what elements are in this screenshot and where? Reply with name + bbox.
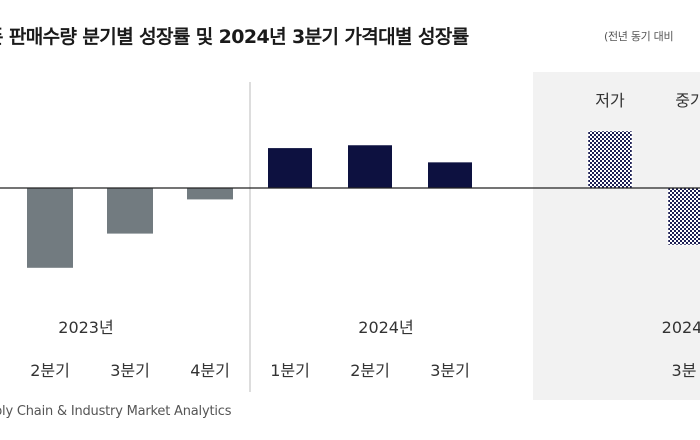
bar-gprice-1 bbox=[667, 187, 700, 246]
chart-title-row: 폰 판매수량 분기별 성장률 및 2024년 3분기 가격대별 성장률 (전년 … bbox=[0, 22, 700, 52]
category-label-g2024-0: 1분기 bbox=[270, 361, 310, 380]
category-label-g2023-1: 3분기 bbox=[110, 361, 150, 380]
group-label-g2024: 2024년 bbox=[358, 318, 413, 337]
bar-g2023-0 bbox=[27, 188, 73, 268]
category-label-g2023-2: 4분기 bbox=[190, 361, 230, 380]
category-label-g2024-1: 2분기 bbox=[350, 361, 390, 380]
bar-g2024-1 bbox=[348, 145, 392, 188]
bar-g2024-0 bbox=[268, 148, 312, 188]
source-note: ply Chain & Industry Market Analytics bbox=[0, 404, 232, 419]
category-label-g2023-0: 2분기 bbox=[30, 361, 70, 380]
group-label-g2023: 2023년 bbox=[58, 318, 113, 337]
labels-layer: 2분기 3분기 4분기 2023년 1분기 2분기 3분기 2024년 저가 중가 2024 3분 bbox=[30, 91, 700, 380]
quarter-label-gprice: 3분 bbox=[672, 361, 697, 380]
chart-title: 폰 판매수량 분기별 성장률 및 2024년 3분기 가격대별 성장률 bbox=[0, 26, 469, 48]
bars-layer bbox=[27, 130, 700, 268]
chart-subtitle: (전년 동기 대비 bbox=[604, 30, 674, 43]
bar-g2023-1 bbox=[107, 188, 153, 234]
category-label-g2024-2: 3분기 bbox=[430, 361, 470, 380]
price-segment-label-0: 저가 bbox=[595, 91, 625, 110]
bar-gprice-0 bbox=[587, 130, 633, 189]
bar-g2024-2 bbox=[428, 162, 472, 188]
price-segment-label-1: 중가 bbox=[675, 91, 700, 110]
group-label-gprice: 2024 bbox=[662, 318, 700, 337]
bar-g2023-2 bbox=[187, 188, 233, 200]
